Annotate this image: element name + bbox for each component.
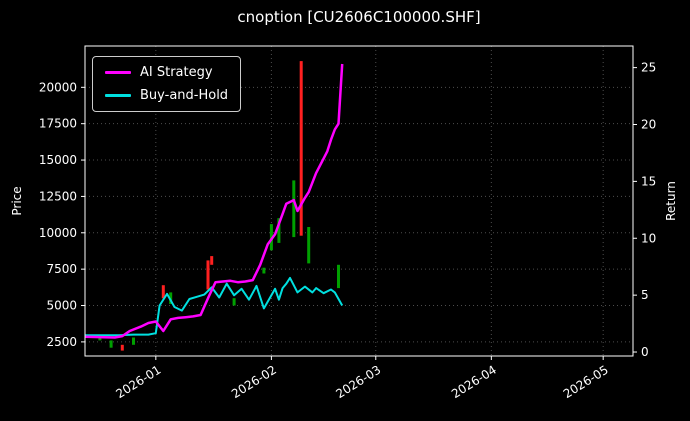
y-tick-label-right: 0 [641,345,649,359]
y-tick-label-right: 20 [641,117,656,131]
legend-item-buy-and-hold: Buy-and-Hold [105,88,228,103]
price-bar-red [206,260,210,290]
price-bar-green [292,180,296,238]
price-bar-green [232,298,236,306]
y-tick-label-left: 12500 [39,189,77,203]
price-bar-green [132,337,135,345]
price-bar-red [210,256,214,265]
y-tick-label-left: 5000 [46,299,77,313]
legend: AI Strategy Buy-and-Hold [92,56,242,112]
y-tick-label-right: 15 [641,174,656,188]
legend-label-ai-strategy: AI Strategy [140,65,213,80]
legend-swatch-buy-and-hold [105,94,131,97]
price-bar-red [299,61,303,236]
x-tick-label: 2026-05 [561,363,611,401]
y-tick-label-right: 25 [641,61,656,75]
legend-label-buy-and-hold: Buy-and-Hold [140,88,229,103]
y-tick-label-right: 10 [641,231,656,245]
price-bar-red [120,344,124,351]
y-tick-label-left: 7500 [46,262,77,276]
x-tick-label: 2026-04 [449,363,499,401]
y-tick-label-left: 15000 [39,153,77,167]
price-bar-green [109,340,113,348]
y-tick-label-left: 17500 [39,117,77,131]
y-tick-label-right: 5 [641,288,649,302]
x-tick-label: 2026-03 [333,363,383,401]
y-tick-label-left: 2500 [46,335,77,349]
y-tick-label-left: 20000 [39,80,77,94]
y-tick-label-left: 10000 [39,226,77,240]
price-bar-red [161,285,165,299]
legend-swatch-ai-strategy [105,71,131,74]
x-tick-label: 2026-01 [113,363,163,401]
chart-title: cnoption [CU2606C100000.SHF] [237,8,481,26]
series-line-ai-strategy [84,63,344,339]
series-line-buy-and-hold [85,276,344,337]
price-bar-green [169,292,173,304]
x-tick-label: 2026-02 [229,363,279,401]
legend-item-ai-strategy: AI Strategy [105,65,228,80]
price-bar-green [262,267,266,274]
price-bar-green [277,218,281,243]
price-bar-green [307,227,311,264]
plot-border [84,45,634,357]
price-bar-green [337,264,340,289]
